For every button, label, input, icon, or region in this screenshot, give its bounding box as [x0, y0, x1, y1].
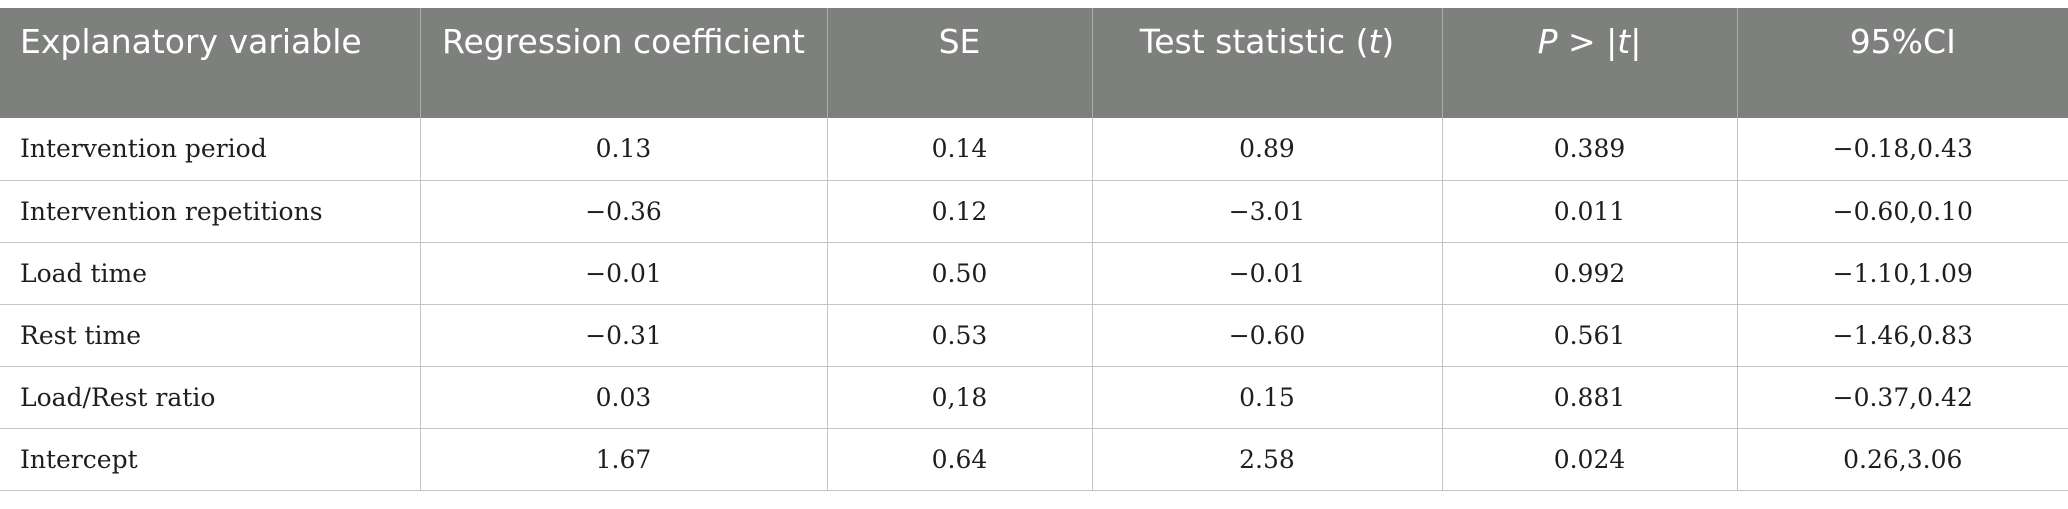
table-row: Load time −0.01 0.50 −0.01 0.992 −1.10,1… — [0, 242, 2068, 304]
cell-se: 0.64 — [826, 428, 1092, 490]
cell-variable: Load time — [20, 258, 148, 288]
cell-variable: Intercept — [20, 444, 138, 474]
cell-ci: 0.26,3.06 — [1736, 428, 2068, 490]
table-body: Intervention period 0.13 0.14 0.89 0.389… — [0, 118, 2068, 490]
cell-se: 0.12 — [826, 180, 1092, 242]
cell-se: 0.53 — [826, 304, 1092, 366]
cell-variable: Intervention period — [20, 134, 267, 164]
cell-p: 0.561 — [1441, 304, 1737, 366]
cell-t: −3.01 — [1091, 180, 1442, 242]
cell-coefficient: 0.03 — [419, 366, 827, 428]
cell-t: −0.60 — [1091, 304, 1442, 366]
table-row: Intervention period 0.13 0.14 0.89 0.389… — [0, 118, 2068, 180]
cell-coefficient: −0.01 — [419, 242, 827, 304]
table-header: Explanatory variable Regression coeffici… — [0, 8, 2068, 118]
table-row: Rest time −0.31 0.53 −0.60 0.561 −1.46,0… — [0, 304, 2068, 366]
header-p-value: P > |t| — [1441, 8, 1737, 118]
regression-table-container: Explanatory variable Regression coeffici… — [0, 8, 2068, 491]
cell-p: 0.011 — [1441, 180, 1737, 242]
cell-p: 0.992 — [1441, 242, 1737, 304]
cell-coefficient: 1.67 — [419, 428, 827, 490]
cell-coefficient: 0.13 — [419, 118, 827, 180]
cell-ci: −1.46,0.83 — [1736, 304, 2068, 366]
header-p-value-p: P — [1537, 22, 1558, 61]
header-95ci: 95%CI — [1736, 8, 2068, 118]
cell-t: 2.58 — [1091, 428, 1442, 490]
header-p-value-end: | — [1630, 22, 1642, 61]
cell-coefficient: −0.36 — [419, 180, 827, 242]
header-p-value-t: t — [1617, 22, 1631, 61]
cell-t: 0.15 — [1091, 366, 1442, 428]
table-row: Intervention repetitions −0.36 0.12 −3.0… — [0, 180, 2068, 242]
cell-ci: −0.60,0.10 — [1736, 180, 2068, 242]
cell-ci: −1.10,1.09 — [1736, 242, 2068, 304]
header-p-value-mid: > | — [1557, 22, 1618, 61]
header-explanatory-variable: Explanatory variable — [20, 22, 362, 61]
table-row: Load/Rest ratio 0.03 0,18 0.15 0.881 −0.… — [0, 366, 2068, 428]
cell-t: 0.89 — [1091, 118, 1442, 180]
cell-p: 0.881 — [1441, 366, 1737, 428]
cell-coefficient: −0.31 — [419, 304, 827, 366]
cell-variable: Load/Rest ratio — [20, 382, 216, 412]
cell-se: 0.50 — [826, 242, 1092, 304]
header-test-statistic: Test statistic (t) — [1091, 8, 1442, 118]
cell-se: 0,18 — [826, 366, 1092, 428]
header-test-statistic-post: ) — [1381, 22, 1395, 61]
header-regression-coefficient: Regression coefficient — [419, 8, 827, 118]
cell-t: −0.01 — [1091, 242, 1442, 304]
cell-se: 0.14 — [826, 118, 1092, 180]
cell-variable: Intervention repetitions — [20, 196, 323, 226]
header-test-statistic-t: t — [1368, 22, 1382, 61]
cell-ci: −0.18,0.43 — [1736, 118, 2068, 180]
header-se: SE — [826, 8, 1092, 118]
table-row: Intercept 1.67 0.64 2.58 0.024 0.26,3.06 — [0, 428, 2068, 490]
header-test-statistic-pre: Test statistic ( — [1139, 22, 1369, 61]
cell-p: 0.389 — [1441, 118, 1737, 180]
cell-ci: −0.37,0.42 — [1736, 366, 2068, 428]
cell-variable: Rest time — [20, 320, 141, 350]
regression-table: Explanatory variable Regression coeffici… — [0, 8, 2068, 491]
cell-p: 0.024 — [1441, 428, 1737, 490]
header-row: Explanatory variable Regression coeffici… — [0, 8, 2068, 118]
